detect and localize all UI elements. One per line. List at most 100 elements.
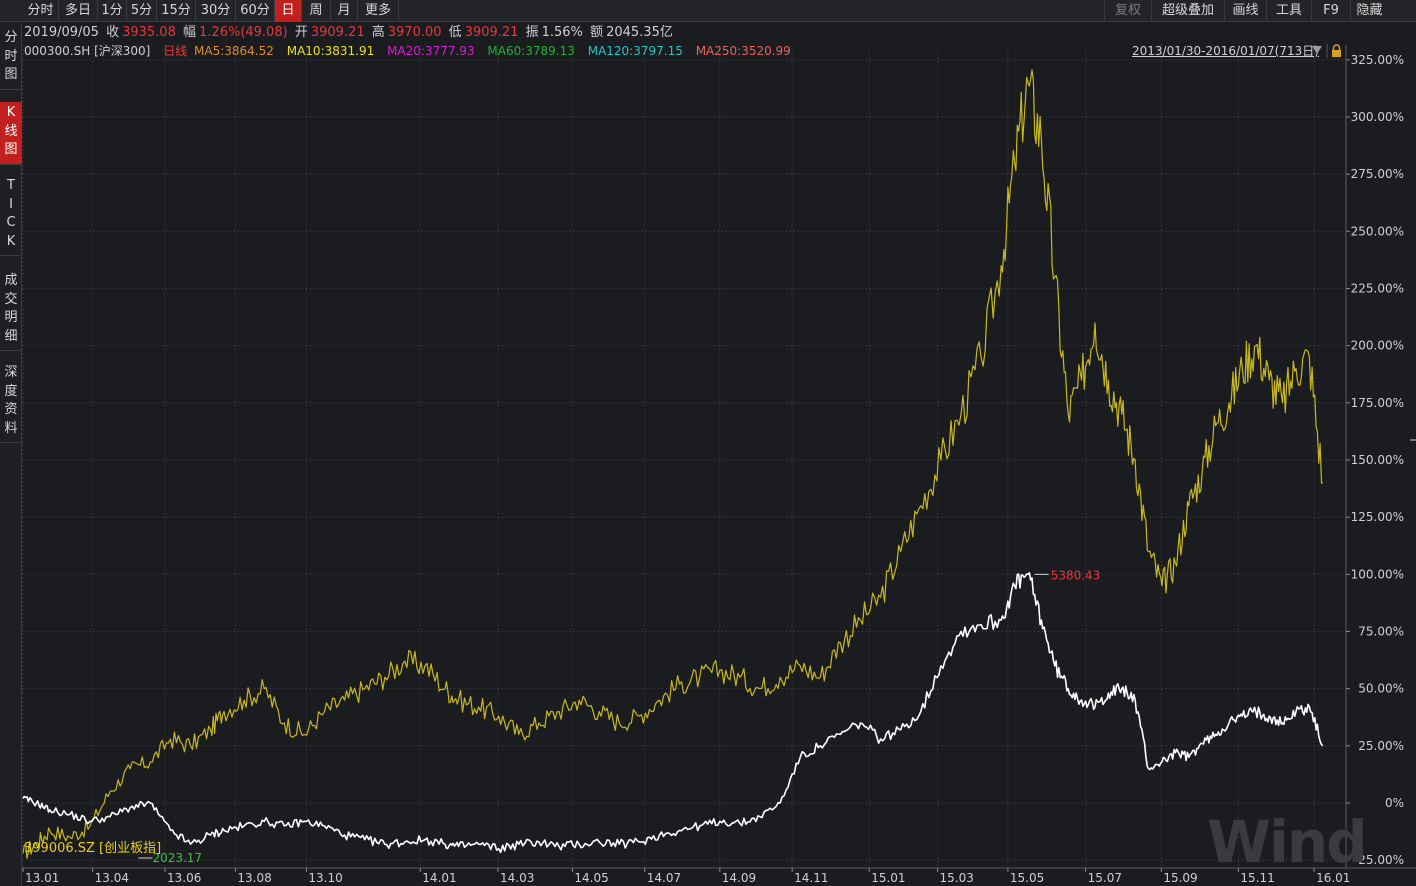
- sidebar-tab-intraday[interactable]: 分时图: [0, 27, 22, 90]
- y-tick-label: 50.00%: [1358, 682, 1404, 696]
- y-tick-label: 25.00%: [1358, 739, 1404, 753]
- ma-legend-item: MA250:3520.99: [695, 44, 791, 58]
- ma-legend-item: MA5:3864.52: [194, 44, 274, 58]
- period-toolbar: 分时 多日 1分 5分 15分 30分 60分日周月更多 复权 超级叠加 画线 工具 F9 隐藏: [0, 0, 1416, 22]
- x-tick-label: 14.03: [500, 871, 534, 885]
- max-label: 5380.43: [1051, 568, 1101, 582]
- sidebar-char: I: [9, 196, 13, 212]
- period-tab[interactable]: 多日: [59, 0, 98, 22]
- overlay-series-label: 399006.SZ [创业板指]: [24, 841, 161, 856]
- x-tick-label: 14.09: [722, 871, 756, 885]
- restore-rights-button[interactable]: 复权: [1104, 0, 1151, 22]
- x-tick-label: 15.07: [1088, 871, 1122, 885]
- x-tick-label: 14.01: [422, 871, 456, 885]
- sidebar-char: 深: [4, 365, 18, 380]
- sidebar-char: 料: [4, 420, 18, 436]
- date-range[interactable]: 2013/01/30-2016/01/07(713日): [1132, 44, 1319, 58]
- series-line[interactable]: [22, 69, 1323, 859]
- x-tick-label: 13.06: [167, 871, 201, 885]
- sidebar-char: C: [6, 215, 16, 230]
- change-label: 幅: [183, 25, 197, 40]
- sidebar-char: K: [6, 105, 16, 120]
- series-line[interactable]: [22, 571, 1324, 854]
- range-controls[interactable]: [1311, 44, 1343, 58]
- draw-line-button[interactable]: 画线: [1224, 0, 1266, 22]
- amplitude-value: 1.56%: [541, 25, 583, 40]
- lock-icon[interactable]: [1332, 44, 1341, 57]
- y-tick-label: 250.00%: [1351, 224, 1404, 238]
- sidebar-char: 明: [4, 310, 18, 325]
- y-tick-label: 275.00%: [1351, 167, 1404, 181]
- plot-area: [22, 45, 1346, 868]
- ma-legend-item: MA10:3831.91: [286, 44, 375, 58]
- sidebar-char: 分: [4, 30, 18, 45]
- sidebar-char: 图: [4, 142, 18, 157]
- sidebar-char: 线: [4, 123, 18, 139]
- sidebar-char: 细: [4, 328, 18, 344]
- period-tab[interactable]: 更多: [358, 0, 399, 22]
- amount-label: 额: [590, 25, 604, 40]
- f9-button[interactable]: F9: [1311, 0, 1350, 22]
- sidebar-char: 度: [4, 383, 18, 399]
- tools-button[interactable]: 工具: [1266, 0, 1311, 22]
- x-tick-label: 14.05: [574, 871, 608, 885]
- sidebar-char: 图: [4, 67, 18, 82]
- x-tick-label: 13.01: [25, 871, 59, 885]
- quote-bar: 2019/09/05 收 3935.08 幅 1.26%(49.08) 开 3909.…: [24, 23, 676, 42]
- period-tab[interactable]: 60分: [236, 0, 275, 22]
- change-value: 1.26%(49.08): [199, 25, 288, 40]
- super-overlay-button[interactable]: 超级叠加: [1151, 0, 1224, 22]
- high-label: 高: [371, 25, 385, 40]
- x-tick-label: 14.07: [647, 871, 681, 885]
- x-tick-label: 15.01: [871, 871, 905, 885]
- high-value: 3970.00: [387, 25, 442, 40]
- period-tab[interactable]: 1分: [98, 0, 127, 22]
- period-tab[interactable]: 日: [275, 0, 302, 22]
- x-tick-label: 13.10: [308, 871, 342, 885]
- sidebar-tab-trades[interactable]: 成交明细: [0, 270, 22, 351]
- sidebar-char: 时: [4, 48, 18, 64]
- period-tab[interactable]: 15分: [157, 0, 196, 22]
- x-tick-label: 16.01: [1316, 871, 1350, 885]
- amount-value: 2045.35亿: [606, 25, 673, 40]
- ma-legend-item: MA120:3797.15: [587, 44, 683, 58]
- sidebar-char: T: [7, 178, 15, 193]
- hide-button[interactable]: 隐藏: [1350, 0, 1388, 22]
- dropdown-arrow-icon[interactable]: [1312, 46, 1322, 54]
- open-label: 开: [294, 25, 308, 40]
- x-tick-label: 14.11: [794, 871, 828, 885]
- min-label: 2023.17: [152, 851, 202, 865]
- low-label: 低: [448, 25, 462, 40]
- open-value: 3909.21: [310, 25, 365, 40]
- period-tab[interactable]: 30分: [196, 0, 236, 22]
- close-label: 收: [106, 25, 120, 40]
- close-value: 3935.08: [122, 25, 176, 40]
- period-tab[interactable]: 分时: [23, 0, 59, 22]
- amplitude-label: 振: [525, 25, 539, 40]
- y-tick-label: 225.00%: [1351, 282, 1404, 296]
- sidebar-tab-profile[interactable]: 深度资料: [0, 362, 22, 443]
- wind-watermark: Wind: [1207, 808, 1368, 876]
- ma-legend: 000300.SH [沪深300] 日线 MA5:3864.52 MA10:38…: [24, 43, 800, 59]
- sidebar-char: 资: [4, 402, 18, 417]
- sidebar-char: K: [6, 233, 16, 249]
- ma-legend-item: MA60:3789.13: [487, 44, 575, 58]
- y-tick-label: 325.00%: [1351, 53, 1404, 67]
- x-tick-label: 15.09: [1163, 871, 1197, 885]
- y-tick-label: 300.00%: [1351, 110, 1404, 124]
- x-tick-label: 15.05: [1010, 871, 1044, 885]
- low-value: 3909.21: [464, 25, 519, 40]
- y-tick-label: 75.00%: [1358, 625, 1404, 639]
- period-tab[interactable]: 月: [331, 0, 358, 22]
- x-tick-label: 13.04: [95, 871, 129, 885]
- period-tab[interactable]: 周: [302, 0, 331, 22]
- sidebar-char: 交: [4, 291, 18, 307]
- x-tick-label: 15.11: [1240, 871, 1274, 885]
- y-tick-label: 175.00%: [1351, 396, 1404, 410]
- period-tab[interactable]: 5分: [127, 0, 157, 22]
